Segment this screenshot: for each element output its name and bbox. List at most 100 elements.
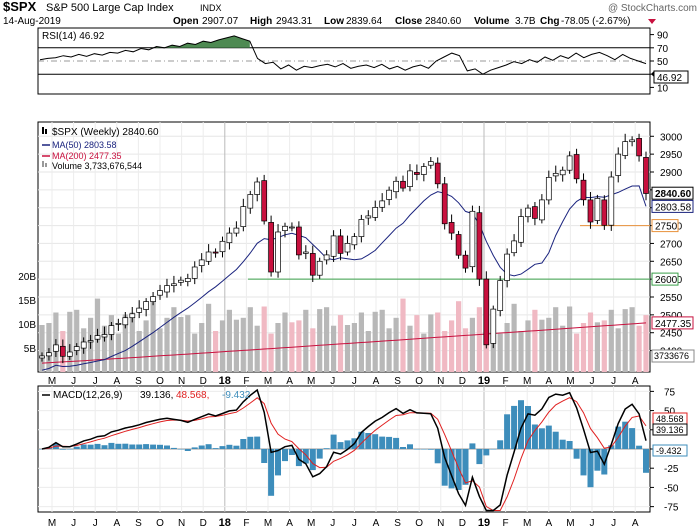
candle-up	[46, 352, 52, 357]
volume-bar	[601, 320, 607, 372]
macd-histogram-bar	[66, 449, 73, 450]
candle-up	[66, 351, 73, 357]
candle-down	[268, 222, 274, 273]
macd-histogram-bar	[531, 424, 538, 449]
x-tick-label-bottom: J	[352, 518, 357, 529]
volume-bar	[206, 303, 212, 372]
volume-tick-label: 20B	[18, 272, 36, 283]
volume-bar	[310, 328, 316, 372]
candle-down	[309, 253, 316, 276]
volume-bar	[553, 307, 559, 372]
candle-up	[518, 216, 524, 243]
macd-histogram-bar	[420, 449, 427, 450]
volume-legend-text: Volume 3,733,676,544	[52, 161, 142, 171]
macd-histogram-bar	[393, 437, 400, 449]
volume-value: 3.7B	[515, 16, 536, 27]
close-label: Close	[395, 16, 423, 27]
index-name: S&P 500 Large Cap Index	[46, 2, 174, 14]
x-tick-label-bottom: M	[523, 518, 531, 529]
candle-up	[254, 181, 261, 195]
candle-up	[629, 139, 635, 143]
ma50-legend-text: MA(50) 2803.58	[52, 140, 117, 150]
volume-value-box	[651, 349, 695, 363]
x-tick-label-top: A	[286, 376, 293, 387]
price-tick-label: 2500	[660, 311, 683, 322]
macd-signal-line	[41, 397, 647, 511]
candle-up	[219, 240, 226, 253]
candle-down	[400, 180, 406, 189]
macd-histogram-bar	[497, 440, 504, 449]
candle-up	[323, 254, 330, 261]
macd-histogram-bar	[448, 449, 455, 489]
x-tick-label-bottom: J	[71, 518, 76, 529]
macd-histogram-bar	[198, 445, 205, 449]
volume-tick-label: 10B	[18, 320, 36, 331]
volume-bar	[275, 323, 281, 372]
volume-bar	[324, 307, 330, 372]
volume-bars	[39, 298, 649, 372]
macd-histogram-bar	[386, 436, 393, 449]
x-tick-label-bottom: M	[566, 518, 574, 529]
price-tick-label: 2950	[660, 150, 683, 161]
volume-bar	[587, 312, 594, 372]
price-tick-label: 2650	[660, 257, 683, 268]
x-tick-label-bottom: J	[330, 518, 335, 529]
candle-up	[539, 199, 545, 221]
chg-label: Chg	[540, 16, 559, 27]
macd-histogram-bar	[282, 449, 288, 462]
x-tick-label-top: 18	[219, 375, 231, 387]
macd-histogram-bar	[212, 448, 219, 449]
macd-histogram-bar	[427, 449, 434, 450]
macd-histogram-bar	[566, 441, 573, 449]
candle-down	[434, 162, 441, 185]
candle-up	[233, 227, 240, 234]
volume-bar	[400, 298, 406, 372]
volume-bar	[213, 331, 219, 372]
macd-histogram-bar	[122, 443, 129, 449]
macd-histogram-bar	[205, 444, 212, 449]
macd-histogram-bar	[80, 444, 87, 449]
macd-histogram-bar	[476, 449, 483, 465]
macd-histogram-bar	[261, 449, 268, 463]
volume-bar	[233, 319, 239, 372]
candle-down	[587, 199, 594, 223]
volume-bar	[532, 309, 538, 372]
signal-value-label: 48.568	[656, 414, 684, 424]
x-tick-label-top: J	[330, 376, 335, 387]
volume-bar	[511, 303, 517, 372]
macd-panel: -75-50-250255075 MACD(12,26,9) 39.136, 4…	[37, 385, 688, 514]
candle-up	[497, 280, 504, 311]
volume-bar	[240, 317, 246, 372]
macd-histogram-bar	[143, 444, 150, 449]
macd-histogram-bar	[129, 444, 136, 449]
hist-value-label: -9.432	[656, 446, 682, 456]
volume-bar	[344, 325, 351, 372]
candle-down	[601, 199, 608, 226]
macd-histogram-bar	[59, 449, 66, 450]
volume-bar	[143, 320, 149, 372]
x-tick-label-top: S	[394, 376, 401, 387]
candle-up	[205, 251, 212, 262]
ma200-line	[41, 322, 647, 364]
volume-bar	[39, 325, 45, 372]
candle-up	[504, 253, 510, 281]
chg-value: -78.05 (-2.67%)	[561, 16, 630, 27]
candle-up	[407, 170, 413, 187]
macd-histogram-bar	[177, 449, 184, 450]
x-tick-label-bottom: O	[415, 518, 423, 529]
volume-bar	[580, 323, 587, 372]
x-tick-label-top: J	[352, 376, 357, 387]
macd-histogram-bar	[538, 428, 545, 449]
price-legend: $SPX (Weekly) 2840.60 MA(50) 2803.58 MA(…	[42, 127, 159, 171]
macd-histogram-bar	[73, 446, 80, 449]
macd-histogram-bar	[372, 434, 379, 449]
x-tick-label-bottom: A	[113, 518, 120, 529]
macd-histogram-bar	[226, 444, 233, 449]
volume-bar	[303, 309, 309, 372]
volume-bar	[219, 320, 226, 372]
x-tick-label-top: M	[307, 376, 315, 387]
resistance-price-label: 2750	[655, 222, 678, 233]
price-panel: 2400245025002550260026502700275028002850…	[18, 121, 695, 373]
price-frame	[37, 121, 651, 373]
candle-up	[115, 323, 122, 325]
